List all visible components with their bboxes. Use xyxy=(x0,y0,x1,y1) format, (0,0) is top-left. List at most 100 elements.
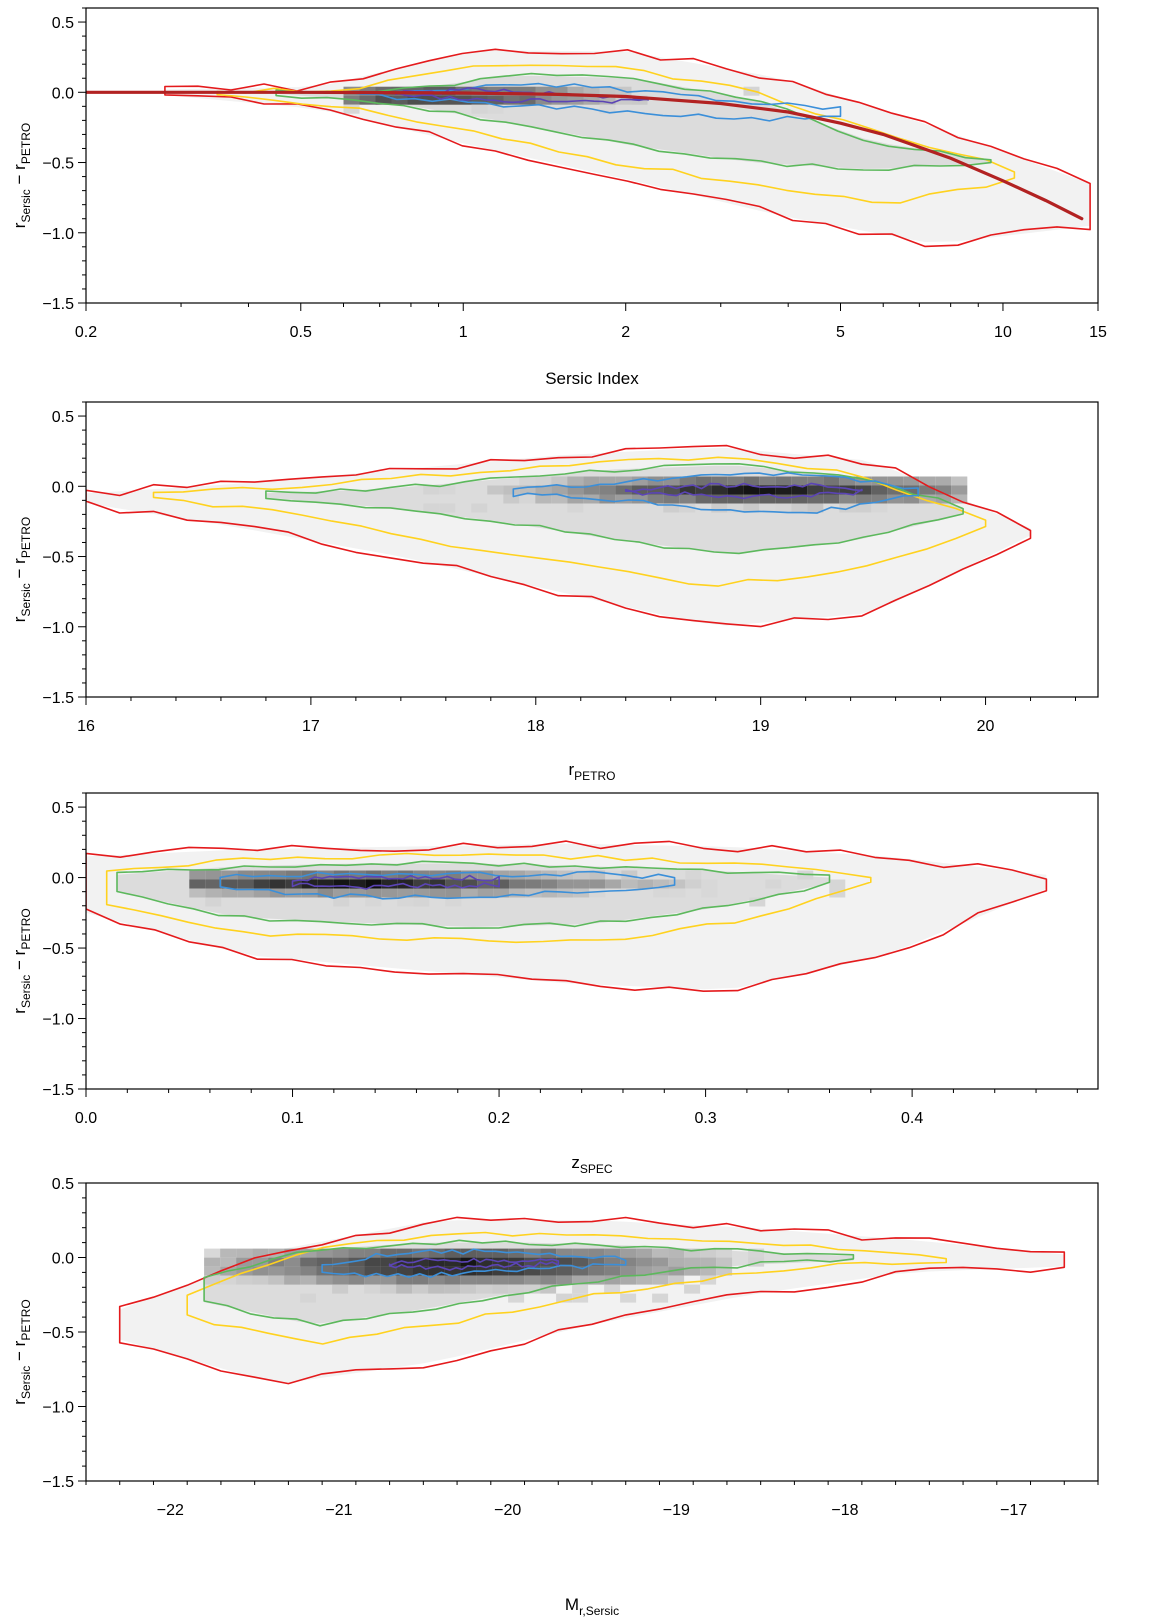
density-cell xyxy=(636,1266,653,1276)
density-cell xyxy=(551,476,568,486)
density-cell xyxy=(807,476,824,486)
plot-area xyxy=(86,840,1048,992)
density-cell xyxy=(903,476,920,486)
density-cell xyxy=(855,503,872,513)
density-cell xyxy=(557,879,574,889)
density-cell xyxy=(652,1275,669,1285)
density-cell xyxy=(653,888,670,898)
density-cell xyxy=(519,494,536,504)
density-cell xyxy=(588,1257,605,1267)
x-tick-label: −22 xyxy=(157,1502,184,1519)
density-cell xyxy=(765,879,782,889)
density-cell xyxy=(716,1248,733,1258)
x-tick-label: 19 xyxy=(752,718,770,735)
density-cell xyxy=(557,888,574,898)
density-cell xyxy=(669,888,686,898)
density-cell xyxy=(535,485,552,495)
density-cell xyxy=(807,503,824,513)
density-cell xyxy=(604,1248,621,1258)
density-cell xyxy=(636,1275,653,1285)
y-tick-label: −1.0 xyxy=(42,1400,74,1417)
density-cell xyxy=(380,1257,397,1267)
density-cell xyxy=(684,1248,701,1258)
density-cell xyxy=(508,1293,525,1303)
density-cell xyxy=(380,1275,397,1285)
density-cell xyxy=(412,1266,429,1276)
density-cell xyxy=(364,1257,381,1267)
density-cell xyxy=(492,1266,509,1276)
density-cell xyxy=(204,1266,221,1276)
y-tick-label: −1.5 xyxy=(42,1474,74,1491)
density-cell xyxy=(711,494,728,504)
density-cell xyxy=(445,897,462,907)
density-cell xyxy=(380,1248,397,1258)
density-cell xyxy=(444,1248,461,1258)
y-tick-label: −1.0 xyxy=(42,226,74,243)
density-cell xyxy=(583,476,600,486)
density-cell xyxy=(583,86,600,96)
density-cell xyxy=(652,1293,669,1303)
density-cell xyxy=(508,1284,525,1294)
density-cell xyxy=(743,476,760,486)
density-cell xyxy=(663,476,680,486)
density-cell xyxy=(444,1275,461,1285)
density-cell xyxy=(919,485,936,495)
density-cell xyxy=(317,888,334,898)
density-cell xyxy=(204,1275,221,1285)
x-tick-label: 20 xyxy=(977,718,995,735)
density-cell xyxy=(316,1248,333,1258)
density-cell xyxy=(439,503,456,513)
density-cell xyxy=(567,95,584,105)
density-cell xyxy=(903,494,920,504)
density-cell xyxy=(615,476,632,486)
density-cell xyxy=(220,1257,237,1267)
density-cell xyxy=(829,879,846,889)
density-cell xyxy=(236,1266,253,1276)
x-tick-label: 1 xyxy=(459,324,468,341)
density-cell xyxy=(221,879,238,889)
y-tick-label: 0.5 xyxy=(52,15,74,32)
density-cell xyxy=(492,1248,509,1258)
density-cell xyxy=(775,476,792,486)
density-cell xyxy=(284,1266,301,1276)
density-cell xyxy=(567,494,584,504)
density-cell xyxy=(668,1266,685,1276)
density-cell xyxy=(871,494,888,504)
density-cell xyxy=(791,485,808,495)
density-cell xyxy=(508,1248,525,1258)
density-cell xyxy=(935,485,952,495)
density-cell xyxy=(695,476,712,486)
density-cell xyxy=(605,879,622,889)
density-cell xyxy=(919,494,936,504)
contour-line xyxy=(624,482,863,500)
x-tick-label: −18 xyxy=(831,1502,858,1519)
density-cell xyxy=(252,1275,269,1285)
density-cell xyxy=(903,485,920,495)
density-cell xyxy=(615,485,632,495)
density-cell xyxy=(887,476,904,486)
density-cell xyxy=(935,476,952,486)
density-cell xyxy=(540,1266,557,1276)
density-cell xyxy=(380,1266,397,1276)
density-cell xyxy=(268,1266,285,1276)
density-cell xyxy=(839,494,856,504)
density-cell xyxy=(348,1275,365,1285)
contour-line xyxy=(512,472,919,514)
y-tick-label: 0.0 xyxy=(52,1251,74,1268)
density-cell xyxy=(743,485,760,495)
plot-area xyxy=(86,444,1032,628)
density-cell xyxy=(445,870,462,880)
density-cell xyxy=(423,503,440,513)
x-tick-label: 0.3 xyxy=(694,1110,716,1127)
y-tick-label: 0.0 xyxy=(52,871,74,888)
density-cell xyxy=(444,1257,461,1267)
density-cell xyxy=(220,1248,237,1258)
density-cell xyxy=(503,494,520,504)
density-cell xyxy=(359,95,376,105)
density-cell xyxy=(333,888,350,898)
density-cell xyxy=(317,870,334,880)
density-cell xyxy=(413,879,430,889)
density-cell xyxy=(205,879,222,889)
density-cell xyxy=(300,1257,317,1267)
density-cell xyxy=(620,1275,637,1285)
